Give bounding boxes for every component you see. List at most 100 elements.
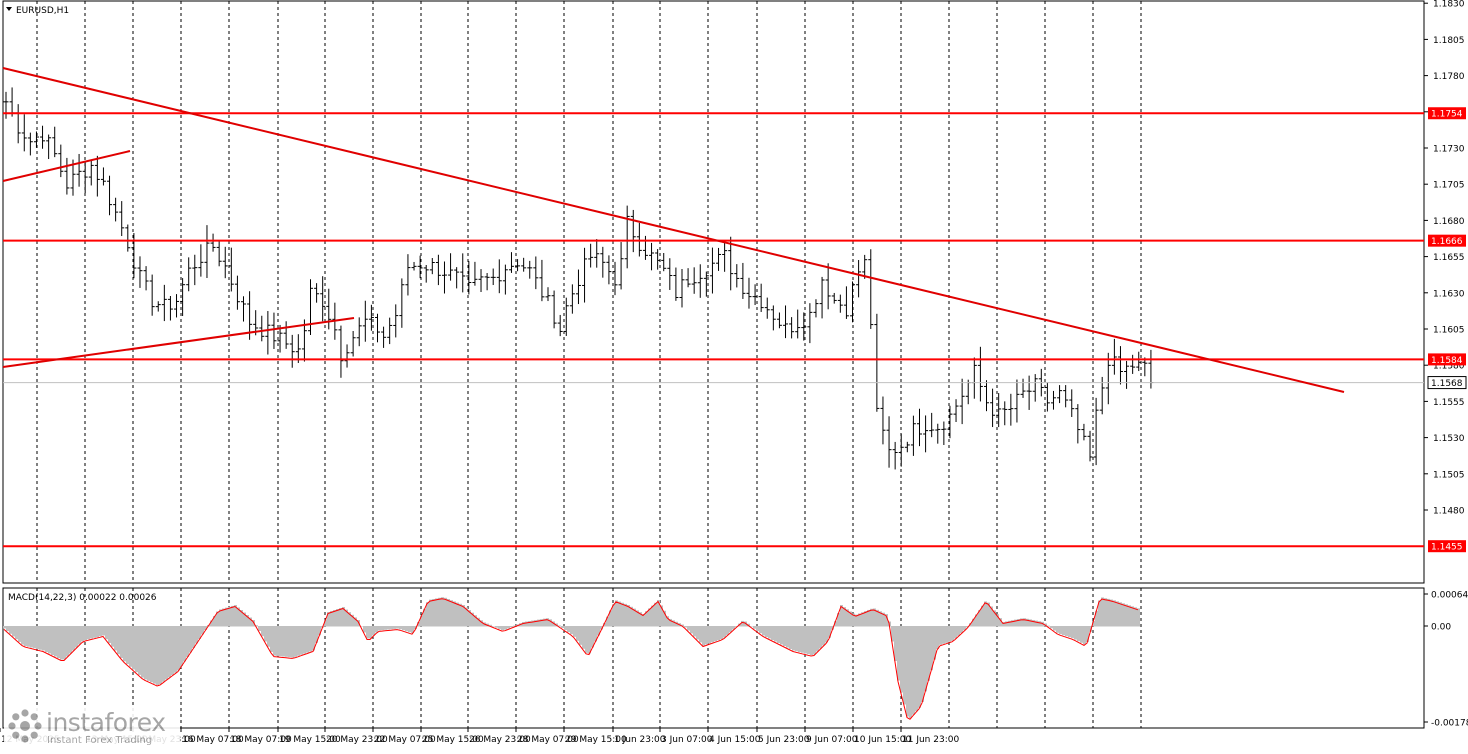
ohlc-bar [1081,423,1087,441]
macd-tick-label: -0.00178 [1431,719,1468,729]
macd-histogram-bar [1116,601,1119,627]
macd-histogram-bar [9,626,12,634]
ohlc-bar [259,315,265,342]
macd-histogram-bar [867,609,870,627]
macd-histogram-bar [726,626,729,635]
macd-histogram-bar [228,606,231,627]
macd-histogram-bar [72,626,75,651]
ohlc-bar [776,312,782,329]
ohlc-bar [301,319,307,362]
ohlc-bar [661,252,667,272]
ohlc-bar [472,261,478,286]
macd-histogram-bar [843,607,846,627]
ohlc-bar [15,104,21,144]
ohlc-bar [728,236,734,291]
macd-histogram-bar [858,613,861,627]
macd-histogram-bar [831,626,834,630]
ohlc-bar [977,346,983,402]
ohlc-bar [697,264,703,298]
ohlc-bar [843,286,849,319]
macd-histogram-bar [579,626,582,645]
macd-histogram-bar [1110,599,1113,627]
macd-histogram-bar [408,626,411,633]
macd-histogram-bar [612,604,615,627]
price-tick-label: 1.1530 [1433,434,1465,444]
macd-histogram-bar [21,626,24,645]
ohlc-bar [271,312,277,349]
macd-histogram-bar [546,618,549,627]
ohlc-bar [137,256,143,288]
ohlc-bar [64,157,70,195]
macd-histogram-bar [369,626,372,639]
macd-header: MACD(14,22,3) 0.00022 0.00026 [8,593,157,603]
macd-histogram-bar [1014,619,1017,627]
ohlc-bar [429,258,435,275]
time-tick-label: 19 May 15:00 [279,735,341,745]
ohlc-bar [350,330,356,357]
ohlc-bar [234,275,240,310]
price-tick-label: 1.1480 [1433,507,1465,517]
macd-histogram-bar [768,626,771,639]
macd-histogram-bar [465,607,468,627]
ohlc-bar [1136,351,1142,372]
macd-histogram-bar [243,612,246,627]
macd-histogram-bar [1092,621,1095,627]
ohlc-bar [941,421,947,446]
macd-histogram-bar [42,626,45,651]
ohlc-bar [880,396,886,445]
macd-histogram-bar [648,608,651,627]
macd-histogram-bar [708,626,711,644]
macd-histogram-bar [885,614,888,627]
macd-histogram-bar [873,608,876,627]
macd-histogram-bar [234,605,237,627]
macd-histogram-bar [684,626,687,628]
macd-histogram-bar [264,626,267,642]
ohlc-bar [703,271,709,297]
macd-histogram-bar [171,626,174,675]
ohlc-bar [758,283,764,312]
macd-histogram-bar [933,626,936,660]
macd-histogram-bar [114,626,117,651]
macd-histogram-bar [879,611,882,627]
macd-histogram-bar [849,611,852,627]
ohlc-bar [722,241,728,272]
ohlc-bar [241,296,247,322]
macd-histogram-bar [942,626,945,644]
instaforex-watermark: instaforex Instant Forex Trading [4,706,180,748]
price-tick-label: 1.1830 [1433,0,1465,10]
macd-histogram-bar [363,626,366,633]
macd-histogram-bar [138,626,141,675]
ohlc-bar [533,256,539,290]
macd-histogram-bar [255,625,258,627]
macd-histogram-bar [957,626,960,636]
macd-histogram-bar [861,612,864,627]
macd-histogram-bar [786,626,789,648]
ohlc-bar [58,144,64,178]
ohlc-bar [783,305,789,339]
ohlc-bar [655,249,661,270]
macd-histogram-bar [354,617,357,627]
ohlc-bar [167,296,173,321]
macd-histogram-bar [69,626,72,654]
macd-histogram-bar [270,626,273,652]
macd-histogram-bar [3,626,6,629]
ohlc-bar [892,441,898,470]
macd-histogram-bar [894,626,897,661]
ohlc-bar [667,258,673,290]
macd-histogram-bar [219,609,222,627]
macd-histogram-bar [135,626,138,673]
ohlc-bar [1124,360,1130,389]
macd-histogram-bar [807,626,810,655]
ohlc-bar [125,224,131,252]
macd-histogram-bar [909,626,912,719]
ohlc-bar [746,277,752,309]
macd-histogram-bar [90,626,93,639]
macd-histogram-bar [450,600,453,627]
macd-histogram-bar [585,626,588,653]
macd-histogram-bar [717,626,720,641]
ohlc-bar [716,247,722,271]
macd-histogram-bar [531,620,534,627]
macd-histogram-bar [780,626,783,645]
price-tick-label: 1.1605 [1433,326,1465,336]
